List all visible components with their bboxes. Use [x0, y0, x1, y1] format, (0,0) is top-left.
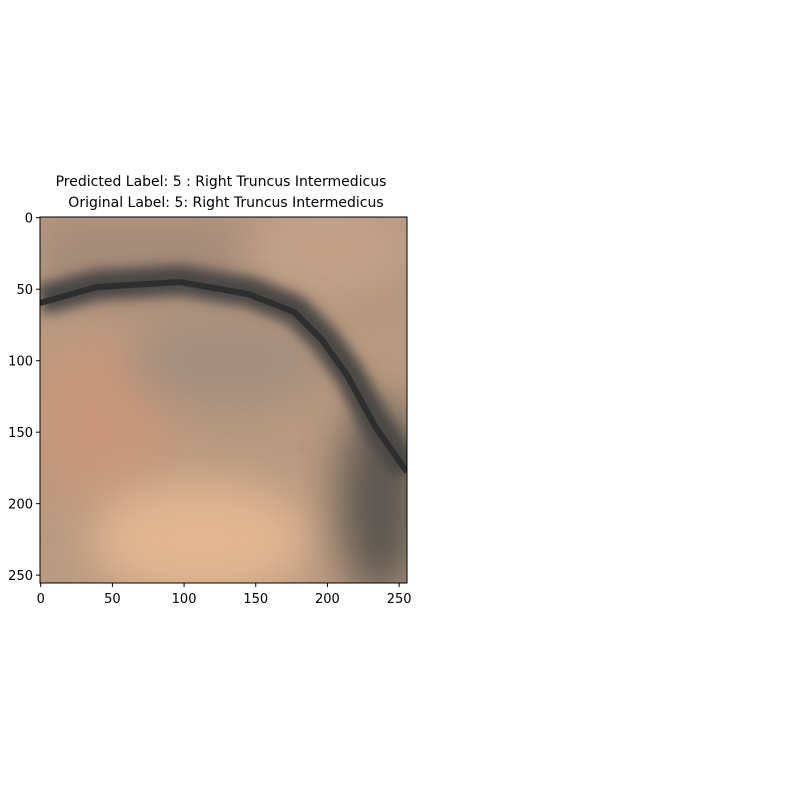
y-tick-label: 200: [8, 498, 33, 513]
y-tick-label: 50: [16, 283, 33, 298]
x-tick-label: 150: [243, 592, 268, 607]
y-tick-label: 100: [8, 355, 33, 370]
x-tick-label: 50: [104, 592, 121, 607]
title-line: Original Label: 5: Right Truncus Interme…: [68, 195, 383, 211]
axes-frame: [39, 216, 408, 584]
y-tick-label: 150: [8, 426, 33, 441]
y-tick-label: 0: [25, 212, 33, 227]
y-tick-label: 250: [8, 569, 33, 584]
x-tick-label: 0: [37, 592, 45, 607]
x-tick-label: 200: [315, 592, 340, 607]
x-tick-label: 100: [172, 592, 197, 607]
title-line: Predicted Label: 5 : Right Truncus Inter…: [56, 174, 387, 190]
image: [40, 217, 407, 583]
x-tick-label: 250: [387, 592, 412, 607]
